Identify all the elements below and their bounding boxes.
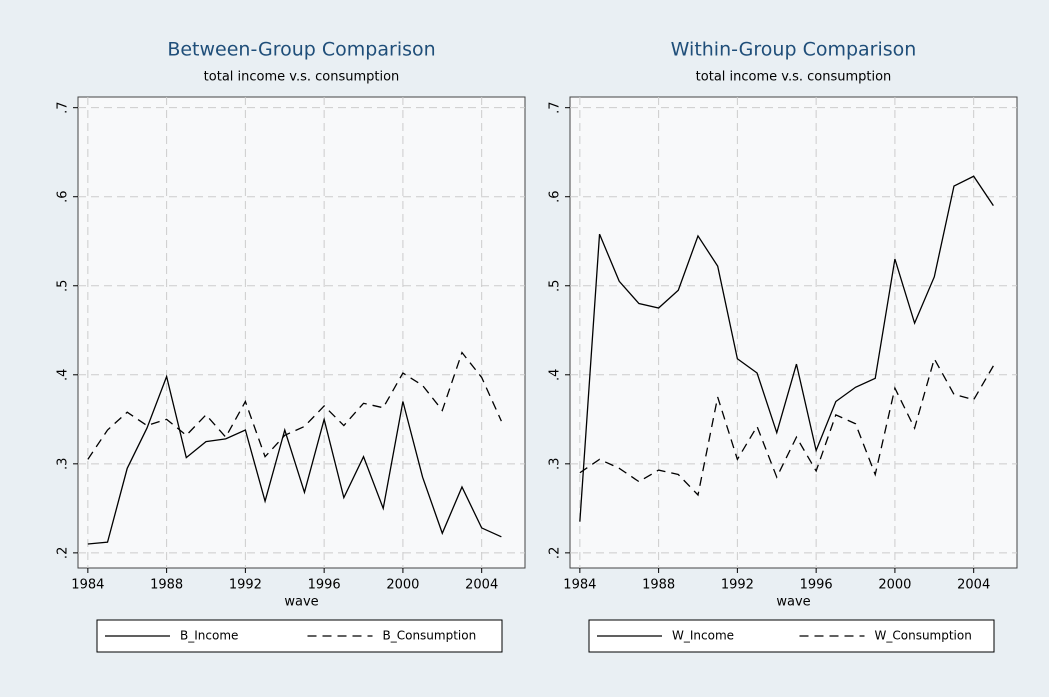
- x-tick-label: 1992: [229, 578, 262, 593]
- y-tick-label: .5: [548, 280, 563, 292]
- y-tick-label: .4: [548, 369, 563, 381]
- chart-subtitle: total income v.s. consumption: [696, 70, 892, 85]
- chart-subtitle: total income v.s. consumption: [204, 70, 400, 85]
- x-axis-label: wave: [284, 595, 318, 610]
- series-line: [87, 374, 502, 545]
- x-tick-label: 1988: [642, 578, 675, 593]
- x-tick-label: 1992: [721, 578, 754, 593]
- legend-label: W_Consumption: [875, 629, 972, 643]
- series-line: [87, 351, 502, 460]
- series-line: [579, 175, 994, 522]
- x-tick-label: 2004: [957, 578, 990, 593]
- x-tick-label: 1984: [563, 578, 596, 593]
- y-tick-label: .4: [56, 369, 71, 381]
- x-tick-label: 2000: [878, 578, 911, 593]
- y-tick-label: .7: [548, 101, 563, 113]
- y-tick-label: .6: [56, 191, 71, 203]
- x-axis-label: wave: [776, 595, 810, 610]
- y-tick-label: .3: [56, 458, 71, 470]
- y-tick-label: .7: [56, 101, 71, 113]
- x-tick-label: 1984: [71, 578, 104, 593]
- y-tick-label: .2: [56, 547, 71, 559]
- y-tick-label: .3: [548, 458, 563, 470]
- legend-label: W_Income: [672, 629, 734, 643]
- x-tick-label: 2000: [386, 578, 419, 593]
- y-tick-label: .2: [548, 547, 563, 559]
- x-tick-label: 1996: [800, 578, 833, 593]
- chart-title: Within-Group Comparison: [671, 39, 917, 61]
- plot-area: [77, 96, 526, 569]
- x-tick-label: 2004: [465, 578, 498, 593]
- x-tick-label: 1996: [308, 578, 341, 593]
- series-line: [579, 357, 994, 497]
- y-tick-label: .6: [548, 191, 563, 203]
- chart-title: Between-Group Comparison: [167, 39, 435, 61]
- y-tick-label: .5: [56, 280, 71, 292]
- x-tick-label: 1988: [150, 578, 183, 593]
- legend-label: B_Consumption: [383, 629, 477, 643]
- legend-label: B_Income: [180, 629, 238, 643]
- plot-area: [569, 96, 1018, 569]
